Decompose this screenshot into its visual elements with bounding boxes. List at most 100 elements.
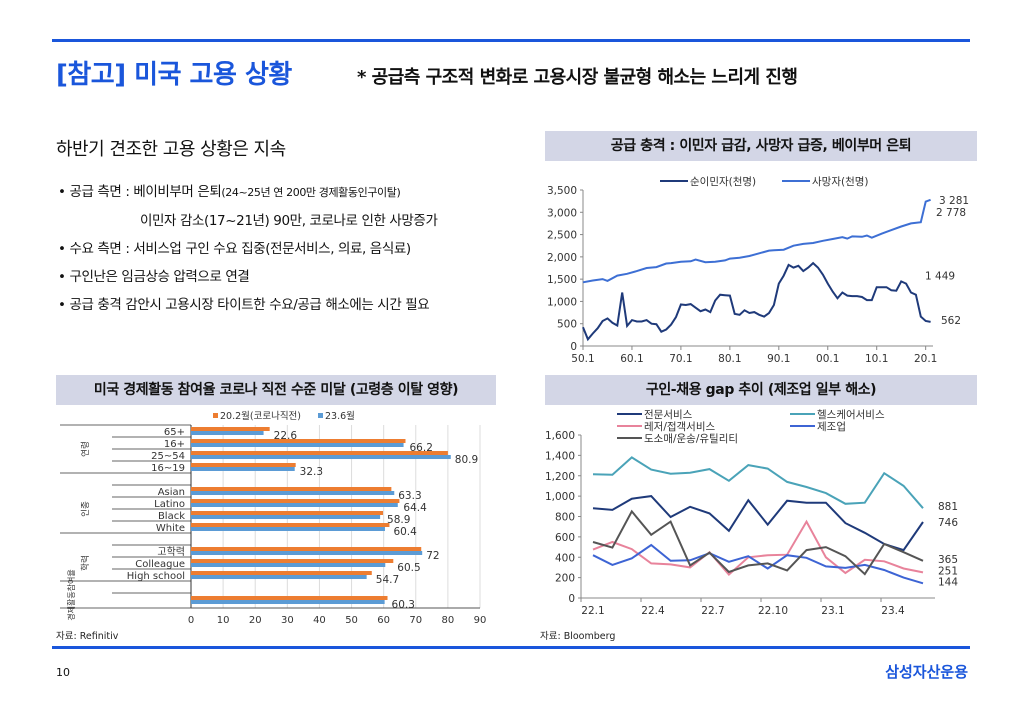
data-label: 881 bbox=[938, 501, 958, 513]
bar-2020-02 bbox=[191, 499, 400, 503]
y-tick-label: 3,000 bbox=[547, 207, 577, 219]
legend-swatch bbox=[318, 413, 323, 418]
participation-chart-title: 미국 경제활동 참여율 코로나 직전 수준 미달 (고령층 이탈 영향) bbox=[56, 375, 496, 405]
legend-label: 제조업 bbox=[817, 420, 846, 433]
legend-label: 순이민자(천명) bbox=[690, 176, 756, 188]
data-label: 63.3 bbox=[398, 490, 421, 502]
page-number: 10 bbox=[56, 666, 70, 679]
category-label: Latino bbox=[154, 499, 185, 510]
bar-2020-02 bbox=[191, 511, 384, 515]
y-tick-label: 1,000 bbox=[545, 491, 575, 503]
x-tick-label: 30 bbox=[281, 615, 294, 625]
bar-2020-02 bbox=[191, 427, 270, 431]
data-label: 54.7 bbox=[376, 574, 399, 586]
data-label: 365 bbox=[938, 554, 958, 566]
y-tick-label: 500 bbox=[557, 319, 577, 331]
x-tick-label: 10 bbox=[217, 615, 230, 625]
category-label: Black bbox=[158, 511, 185, 522]
bar-2020-02 bbox=[191, 571, 372, 575]
data-label: 72 bbox=[426, 550, 439, 562]
x-tick-label: 20.1 bbox=[914, 353, 937, 365]
gap-chart-title: 구인-채용 gap 추이 (제조업 일부 해소) bbox=[545, 375, 977, 405]
y-tick-label: 1,000 bbox=[547, 296, 577, 308]
data-label: 746 bbox=[938, 517, 958, 529]
series-line bbox=[592, 519, 924, 577]
bullet-item: • 공급 측면 : 베이비부머 은퇴(24~25년 연 200만 경제활동인구이… bbox=[58, 184, 401, 200]
x-tick-label: 70.1 bbox=[669, 353, 692, 365]
y-tick-label: 1,600 bbox=[545, 430, 575, 442]
bar-2023-06 bbox=[191, 455, 451, 459]
x-tick-label: 23.4 bbox=[881, 605, 905, 617]
data-label: 80.9 bbox=[455, 454, 478, 466]
bar-2023-06 bbox=[191, 443, 404, 447]
series-line bbox=[592, 543, 924, 585]
page-subtitle: * 공급측 구조적 변화로 고용시장 불균형 해소는 느리게 진행 bbox=[357, 67, 798, 88]
x-tick-label: 60 bbox=[377, 615, 390, 625]
category-label: Asian bbox=[158, 487, 185, 498]
category-label: 16+ bbox=[164, 439, 185, 450]
bar-2023-06 bbox=[191, 527, 385, 531]
data-label: 3 281 bbox=[939, 195, 969, 207]
category-label: 65+ bbox=[164, 427, 185, 438]
participation-bar-chart: 20.2월(코로나직전) 23.6월 0 10 20 30 40 50 60 70 80 90 65+ 2… bbox=[60, 410, 486, 625]
bullet-item: • 구인난은 임금상승 압력으로 연결 bbox=[58, 269, 250, 285]
legend-label: 도소매/운송/유틸리티 bbox=[644, 432, 738, 445]
y-tick-label: 600 bbox=[555, 532, 575, 544]
bar-2020-02 bbox=[191, 451, 448, 455]
y-tick-label: 1,400 bbox=[545, 450, 575, 462]
brand-logo: 삼성자산운용 bbox=[885, 663, 968, 681]
y-tick-label: 0 bbox=[570, 341, 577, 353]
group-label: 인종 bbox=[80, 501, 91, 517]
bar-2023-06 bbox=[191, 431, 264, 435]
data-label: 58.9 bbox=[387, 514, 410, 526]
x-tick-label: 20 bbox=[249, 615, 262, 625]
bottom-divider bbox=[52, 646, 970, 649]
x-tick-label: 50 bbox=[345, 615, 358, 625]
supply-chart-title: 공급 충격 : 이민자 급감, 사망자 급증, 베이부머 은퇴 bbox=[545, 131, 977, 161]
bar-2023-06 bbox=[191, 503, 398, 507]
page-title: [참고] 미국 고용 상황 bbox=[56, 60, 292, 90]
bar-2023-06 bbox=[191, 491, 395, 495]
series-line bbox=[592, 509, 924, 576]
bar-2020-02 bbox=[191, 559, 394, 563]
bar-2020-02 bbox=[191, 547, 422, 551]
data-label: 60.5 bbox=[397, 562, 420, 574]
data-label: 144 bbox=[938, 576, 958, 588]
x-tick-label: 22.4 bbox=[641, 605, 665, 617]
bullet-item: • 수요 측면 : 서비스업 구인 수요 집중(전문서비스, 의료, 음식료) bbox=[58, 241, 411, 257]
data-label: 32.3 bbox=[300, 466, 323, 478]
x-tick-label: 22.10 bbox=[758, 605, 788, 617]
x-tick-label: 60.1 bbox=[620, 353, 643, 365]
x-tick-label: 23.1 bbox=[821, 605, 844, 617]
y-tick-label: 3,500 bbox=[547, 185, 577, 197]
data-label: 60.3 bbox=[392, 599, 415, 611]
legend-label: 전문서비스 bbox=[644, 409, 693, 421]
x-tick-label: 90.1 bbox=[767, 353, 790, 365]
bullet-item: • 공급 충격 감안시 고용시장 타이트한 수요/공급 해소에는 시간 필요 bbox=[58, 297, 430, 313]
x-tick-label: 10.1 bbox=[865, 353, 888, 365]
category-label: 25~54 bbox=[151, 451, 185, 462]
top-divider bbox=[52, 39, 970, 42]
group-label: 학력 bbox=[80, 555, 91, 571]
y-tick-label: 0 bbox=[568, 593, 575, 605]
y-tick-label: 400 bbox=[555, 552, 575, 564]
data-label: 251 bbox=[938, 565, 958, 577]
bar-2023-06 bbox=[191, 600, 385, 604]
data-label: 2 778 bbox=[936, 207, 966, 219]
bar-2023-06 bbox=[191, 563, 386, 567]
legend-label: 20.2월(코로나직전) bbox=[220, 410, 301, 422]
group-label: 연령 bbox=[80, 441, 91, 457]
y-tick-label: 800 bbox=[555, 512, 575, 524]
legend-label: 사망자(천명) bbox=[812, 176, 869, 188]
category-label: Colleague bbox=[135, 559, 185, 570]
source-left: 자료: Refinitiv bbox=[56, 631, 119, 642]
x-tick-label: 80 bbox=[442, 615, 455, 625]
x-tick-label: 80.1 bbox=[718, 353, 741, 365]
job-gap-chart: 0 200 400 600 800 1,000 1,200 1,400 1,600 22.1 22.… bbox=[545, 409, 958, 617]
x-tick-label: 40 bbox=[313, 615, 326, 625]
series-line-deaths bbox=[582, 198, 931, 284]
y-tick-label: 1,500 bbox=[547, 274, 577, 286]
data-label: 1 449 bbox=[925, 270, 955, 282]
y-tick-label: 2,000 bbox=[547, 252, 577, 264]
x-tick-label: 70 bbox=[409, 615, 422, 625]
